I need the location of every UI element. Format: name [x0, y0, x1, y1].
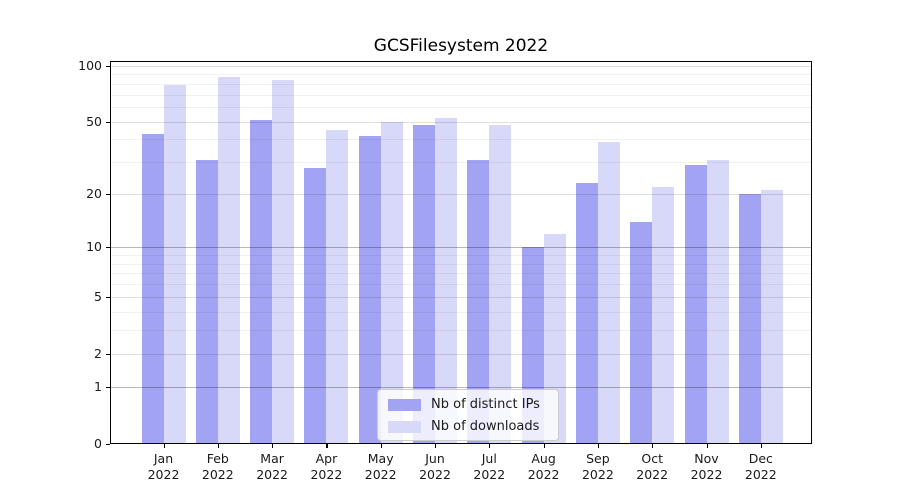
- y-tick: [106, 386, 110, 388]
- x-tick-label: Mar 2022: [256, 451, 288, 482]
- x-tick-label: May 2022: [364, 451, 397, 482]
- y-tick-label: 10: [86, 239, 102, 255]
- bar-distinct-ips: [630, 221, 653, 444]
- decade-gridline: [111, 386, 811, 388]
- y-tick: [106, 247, 110, 249]
- legend-label: Nb of distinct IPs: [431, 397, 540, 412]
- minor-gridline: [111, 139, 811, 141]
- bar-downloads: [652, 186, 675, 444]
- major-gridline: [111, 194, 811, 196]
- x-tick: [597, 444, 600, 448]
- x-tick: [760, 444, 762, 448]
- bar-distinct-ips: [195, 159, 218, 444]
- y-tick-label: 1: [94, 378, 102, 394]
- bar-downloads: [217, 76, 240, 444]
- y-tick: [106, 121, 110, 123]
- decade-gridline: [111, 247, 811, 249]
- bar-distinct-ips: [304, 167, 327, 444]
- chart-title: GCSFilesystem 2022: [373, 36, 549, 56]
- y-tick-label: 5: [94, 288, 102, 304]
- major-gridline: [111, 296, 811, 298]
- x-tick: [217, 444, 219, 448]
- minor-gridline: [111, 284, 811, 286]
- bar-distinct-ips: [413, 124, 435, 444]
- minor-gridline: [111, 255, 811, 256]
- bar-downloads: [272, 79, 295, 444]
- minor-gridline: [111, 263, 811, 265]
- minor-gridline: [111, 106, 811, 108]
- x-tick-label: Sep 2022: [581, 451, 614, 482]
- legend-swatch-distinct-ips: [388, 398, 421, 411]
- bar-distinct-ips: [684, 165, 707, 444]
- bar-distinct-ips: [250, 120, 273, 444]
- x-tick-label: Nov 2022: [690, 451, 723, 482]
- legend-item-distinct-ips: Nb of distinct IPs: [388, 397, 548, 412]
- y-tick-label: 20: [86, 186, 102, 202]
- x-tick: [489, 444, 491, 448]
- x-tick: [380, 444, 382, 448]
- x-tick: [706, 444, 708, 448]
- bar-distinct-ips: [738, 194, 761, 444]
- bar-distinct-ips: [358, 135, 381, 444]
- x-tick-label: Feb 2022: [201, 451, 234, 482]
- x-tick: [326, 444, 328, 448]
- x-tick: [435, 444, 437, 448]
- major-gridline: [111, 121, 811, 123]
- major-gridline: [111, 353, 811, 355]
- legend-label: Nb of downloads: [431, 419, 540, 434]
- minor-gridline: [111, 273, 811, 275]
- bar-downloads: [706, 159, 729, 444]
- bar-downloads: [380, 121, 403, 444]
- minor-gridline: [111, 83, 811, 85]
- bar-distinct-ips: [575, 183, 598, 444]
- major-gridline: [111, 65, 811, 67]
- y-tick-label: 2: [94, 345, 102, 361]
- x-tick: [272, 444, 274, 448]
- bar-downloads: [163, 84, 186, 444]
- bar-distinct-ips: [141, 133, 164, 444]
- x-tick-label: Jul 2022: [473, 451, 506, 482]
- x-tick-label: Oct 2022: [636, 451, 669, 482]
- x-tick-label: Jun 2022: [419, 451, 451, 482]
- y-tick: [106, 296, 110, 298]
- y-tick-label: 0: [94, 435, 102, 451]
- bar-downloads: [326, 130, 349, 444]
- y-tick: [106, 443, 110, 445]
- minor-gridline: [111, 162, 811, 164]
- bar-downloads: [597, 141, 620, 444]
- minor-gridline: [111, 311, 811, 313]
- x-tick-label: Dec 2022: [744, 451, 777, 482]
- x-tick-label: Aug 2022: [527, 451, 560, 482]
- x-tick-label: Jan 2022: [147, 451, 180, 482]
- y-tick-label: 100: [78, 57, 102, 73]
- bar-distinct-ips: [467, 159, 490, 444]
- bar-downloads: [489, 124, 512, 444]
- y-tick: [106, 65, 110, 67]
- legend-swatch-downloads: [388, 420, 421, 433]
- y-tick: [106, 353, 110, 355]
- bar-downloads: [435, 118, 457, 444]
- x-tick: [652, 444, 654, 448]
- y-tick-label: 50: [86, 113, 102, 129]
- y-tick: [106, 194, 110, 196]
- bar-downloads: [760, 190, 783, 444]
- minor-gridline: [111, 74, 811, 76]
- legend-item-downloads: Nb of downloads: [388, 419, 548, 434]
- minor-gridline: [111, 94, 811, 96]
- legend: Nb of distinct IPs Nb of downloads: [377, 389, 559, 441]
- x-tick-label: Apr 2022: [310, 451, 343, 482]
- x-tick: [543, 444, 545, 448]
- x-tick: [163, 444, 165, 448]
- minor-gridline: [111, 330, 811, 331]
